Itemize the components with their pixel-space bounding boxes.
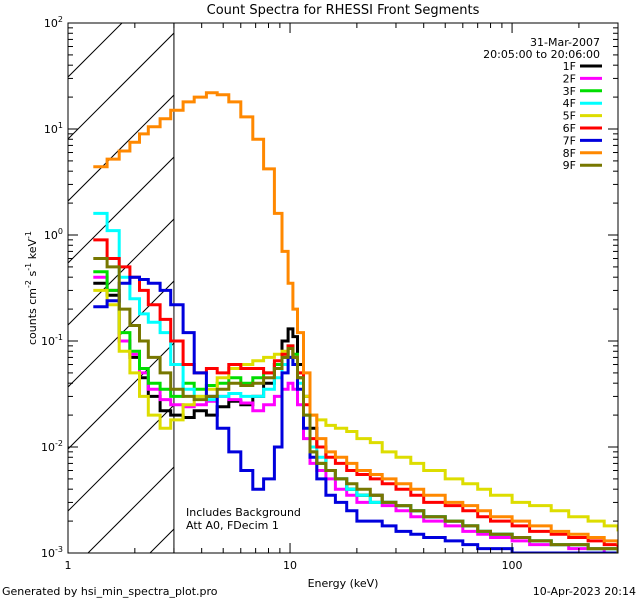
x-tick-label: 10 (283, 559, 297, 572)
annotation-background: Includes Background (186, 506, 301, 519)
legend-label-7F: 7F (563, 134, 576, 147)
legend-label-2F: 2F (563, 72, 576, 85)
y-axis-label: counts cm-2 s-1 keV-1 (24, 231, 39, 345)
series-line-9F (93, 257, 618, 553)
legend-label-9F: 9F (563, 159, 576, 172)
legend-label-5F: 5F (563, 110, 576, 123)
y-tick-label: 101 (44, 121, 63, 136)
hatch-line (68, 32, 174, 140)
y-tick-label: 100 (44, 227, 63, 242)
y-tick-label: 10-2 (41, 439, 63, 454)
legend-label-6F: 6F (563, 122, 576, 135)
hatch-line (68, 404, 174, 512)
legend-label-8F: 8F (563, 147, 576, 160)
footer-timestamp: 10-Apr-2023 20:14 (533, 585, 636, 598)
chart-title: Count Spectra for RHESSI Front Segments (207, 3, 480, 18)
y-tick-label: 10-3 (41, 545, 63, 560)
hatch-line (0, 0, 90, 553)
hatch-line (0, 0, 28, 553)
hatch-line (522, 0, 640, 553)
date-label: 31-Mar-2007 (530, 36, 600, 49)
plot-frame (67, 22, 619, 554)
x-axis-label: Energy (keV) (308, 577, 379, 590)
series-line-8F (93, 91, 618, 545)
x-tick-label: 1 (65, 559, 72, 572)
annotation-attenuator: Att A0, FDecim 1 (186, 519, 279, 532)
hatch-line (336, 0, 640, 553)
legend-label-1F: 1F (563, 60, 576, 73)
footer-generated-by: Generated by hsi_min_spectra_plot.pro (2, 585, 218, 598)
time-range-label: 20:05:00 to 20:06:00 (483, 48, 600, 61)
y-tick-label: 102 (44, 15, 63, 30)
y-tick-label: 10-1 (41, 333, 63, 348)
hatch-line (584, 0, 640, 553)
hatch-line (68, 218, 174, 326)
x-tick-label: 100 (502, 559, 523, 572)
series-lines (93, 91, 618, 553)
legend-label-4F: 4F (563, 97, 576, 110)
y-axis: 10-3 10-2 10-1 100 101 102 (41, 15, 618, 560)
legend-label-3F: 3F (563, 85, 576, 98)
